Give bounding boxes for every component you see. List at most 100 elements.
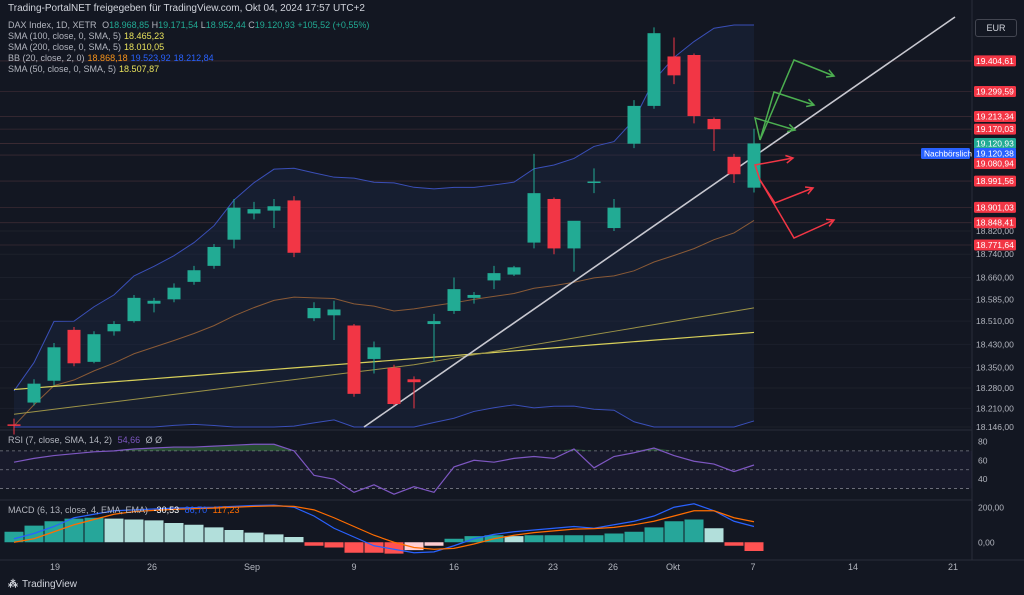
macd-hist-bar <box>424 542 444 546</box>
bb-row[interactable]: BB (20, close, 2, 0) 18.868,18 19.523,92 18… <box>8 53 214 63</box>
open-value: 18.968,85 <box>109 20 150 30</box>
bb-basis-line <box>13 219 755 427</box>
macd-hist-value: -30,53 <box>153 505 180 515</box>
time-axis-label: 16 <box>449 562 459 572</box>
candle-body <box>327 309 341 316</box>
macd-hist-bar <box>144 520 164 543</box>
price-tag-label: 19.213,34 <box>976 112 1014 122</box>
sma100-row[interactable]: SMA (100, close, 0, SMA, 5) 18.465,23 <box>8 31 165 41</box>
macd-hist-bar <box>164 523 184 543</box>
price-tag <box>974 55 1016 67</box>
macd-hist-bar <box>584 535 604 543</box>
time-axis-label: 7 <box>750 562 755 572</box>
arrow-path <box>754 157 794 181</box>
arrow-head <box>805 98 816 108</box>
trend-line[interactable] <box>363 16 956 428</box>
price-axis-label: 18.740,00 <box>976 249 1014 259</box>
macd-hist-bar <box>444 538 464 543</box>
time-axis-label: Sep <box>244 562 260 572</box>
change-value: +105,52 (+0,55%) <box>297 20 370 30</box>
candle-body <box>167 287 181 300</box>
price-axis-label: 18.510,00 <box>976 316 1014 326</box>
time-axis-label: 23 <box>548 562 558 572</box>
candle-body <box>387 367 401 405</box>
macd-line-value: 86,70 <box>184 505 208 515</box>
rsi-legend[interactable]: RSI (7, close, SMA, 14, 2) 54,66 Ø Ø <box>8 435 163 445</box>
candle-body <box>67 329 81 364</box>
price-axis[interactable]: 18.146,00 18.210,00 18.280,00 18.350,00 18.4… <box>976 226 1014 432</box>
arrow-head <box>804 186 815 195</box>
sma200-value: 18.010,05 <box>124 42 165 52</box>
time-axis[interactable]: 19 26 Sep 9 16 23 26 Okt 7 14 21 <box>50 562 958 572</box>
macd-hist-bar <box>744 542 764 551</box>
macd-hist-bar <box>544 535 564 543</box>
candle-body <box>127 297 141 322</box>
macd-hist-bar <box>524 535 544 543</box>
macd-hist-bar <box>624 531 644 543</box>
bb-lower-line <box>14 404 755 428</box>
high-value: 19.171,54 <box>158 20 199 30</box>
candle-body <box>687 55 701 117</box>
candle-body <box>407 379 421 383</box>
trend-line-segment[interactable] <box>363 16 956 428</box>
price-axis-label: 18.350,00 <box>976 363 1014 373</box>
candle-body <box>487 273 501 281</box>
price-tag <box>974 239 1016 251</box>
sma200-row[interactable]: SMA (200, close, 0, SMA, 5) 18.010,05 <box>8 42 165 52</box>
macd-hist-bar <box>4 531 24 543</box>
time-axis-label: 26 <box>147 562 157 572</box>
moving-averages <box>13 307 755 415</box>
indicator-legend: DAX Index, 1D, XETR O18.968,85 H19.171,5… <box>8 20 369 75</box>
candle-body <box>587 181 601 184</box>
rsi-axis-label: 60 <box>978 455 988 465</box>
candle-body <box>667 56 681 76</box>
arrow-head <box>825 218 836 227</box>
macd-hist-bar <box>64 518 84 543</box>
macd-hist-bar <box>644 527 664 543</box>
sma100-value: 18.465,23 <box>124 31 165 41</box>
macd-hist-bar <box>204 527 224 543</box>
macd-hist-bar <box>224 530 244 543</box>
candle-body <box>607 207 621 229</box>
macd-hist-bar <box>284 537 304 543</box>
symbol-label: DAX Index, 1D, XETR <box>8 20 97 30</box>
macd-legend[interactable]: MACD (6, 13, close, 4, EMA, EMA) -30,53 … <box>8 505 240 515</box>
candle-body <box>647 33 661 106</box>
macd-hist-bar <box>124 519 144 543</box>
macd-hist-bar <box>104 518 124 543</box>
macd-axis-label: 200,00 <box>978 502 1004 512</box>
price-tag-label: 19.120,38 <box>976 148 1014 158</box>
time-axis-label: Okt <box>666 562 681 572</box>
candle-body <box>547 198 561 249</box>
currency-button[interactable]: EUR <box>975 19 1017 37</box>
macd-hist-bar <box>604 533 624 543</box>
macd-hist-bar <box>84 517 104 543</box>
rsi-pane: 80 60 40 <box>0 436 988 495</box>
candle-body <box>747 143 761 188</box>
price-tag <box>974 123 1016 135</box>
candle-body <box>7 424 21 426</box>
tradingview-logo[interactable]: ⁂ TradingView <box>8 579 78 590</box>
macd-line <box>13 503 755 554</box>
candle-body <box>207 246 221 266</box>
macd-axis-label: 0,00 <box>978 537 995 547</box>
afterhours-tag-label: Nachbörslich <box>924 148 972 158</box>
sma50-row[interactable]: SMA (50, close, 0, SMA, 5) 18.507,87 <box>8 64 160 74</box>
symbol-row[interactable]: DAX Index, 1D, XETR O18.968,85 H19.171,5… <box>8 20 370 30</box>
price-tag-label: 19.080,94 <box>976 158 1014 168</box>
macd-hist-bar <box>564 535 584 543</box>
candle-body <box>27 383 41 403</box>
macd-hist-bar <box>264 534 284 543</box>
time-axis-label: 14 <box>848 562 858 572</box>
macd-hist-bar <box>184 524 204 543</box>
price-tag <box>974 175 1016 187</box>
candle-body <box>227 207 241 240</box>
sma50-line <box>13 307 755 415</box>
price-tag-label: 19.299,59 <box>976 86 1014 96</box>
low-value: 18.952,44 <box>205 20 246 30</box>
time-axis-label: 26 <box>608 562 618 572</box>
candle-body <box>187 270 201 282</box>
candle-body <box>307 308 321 319</box>
candle-body <box>267 206 281 211</box>
